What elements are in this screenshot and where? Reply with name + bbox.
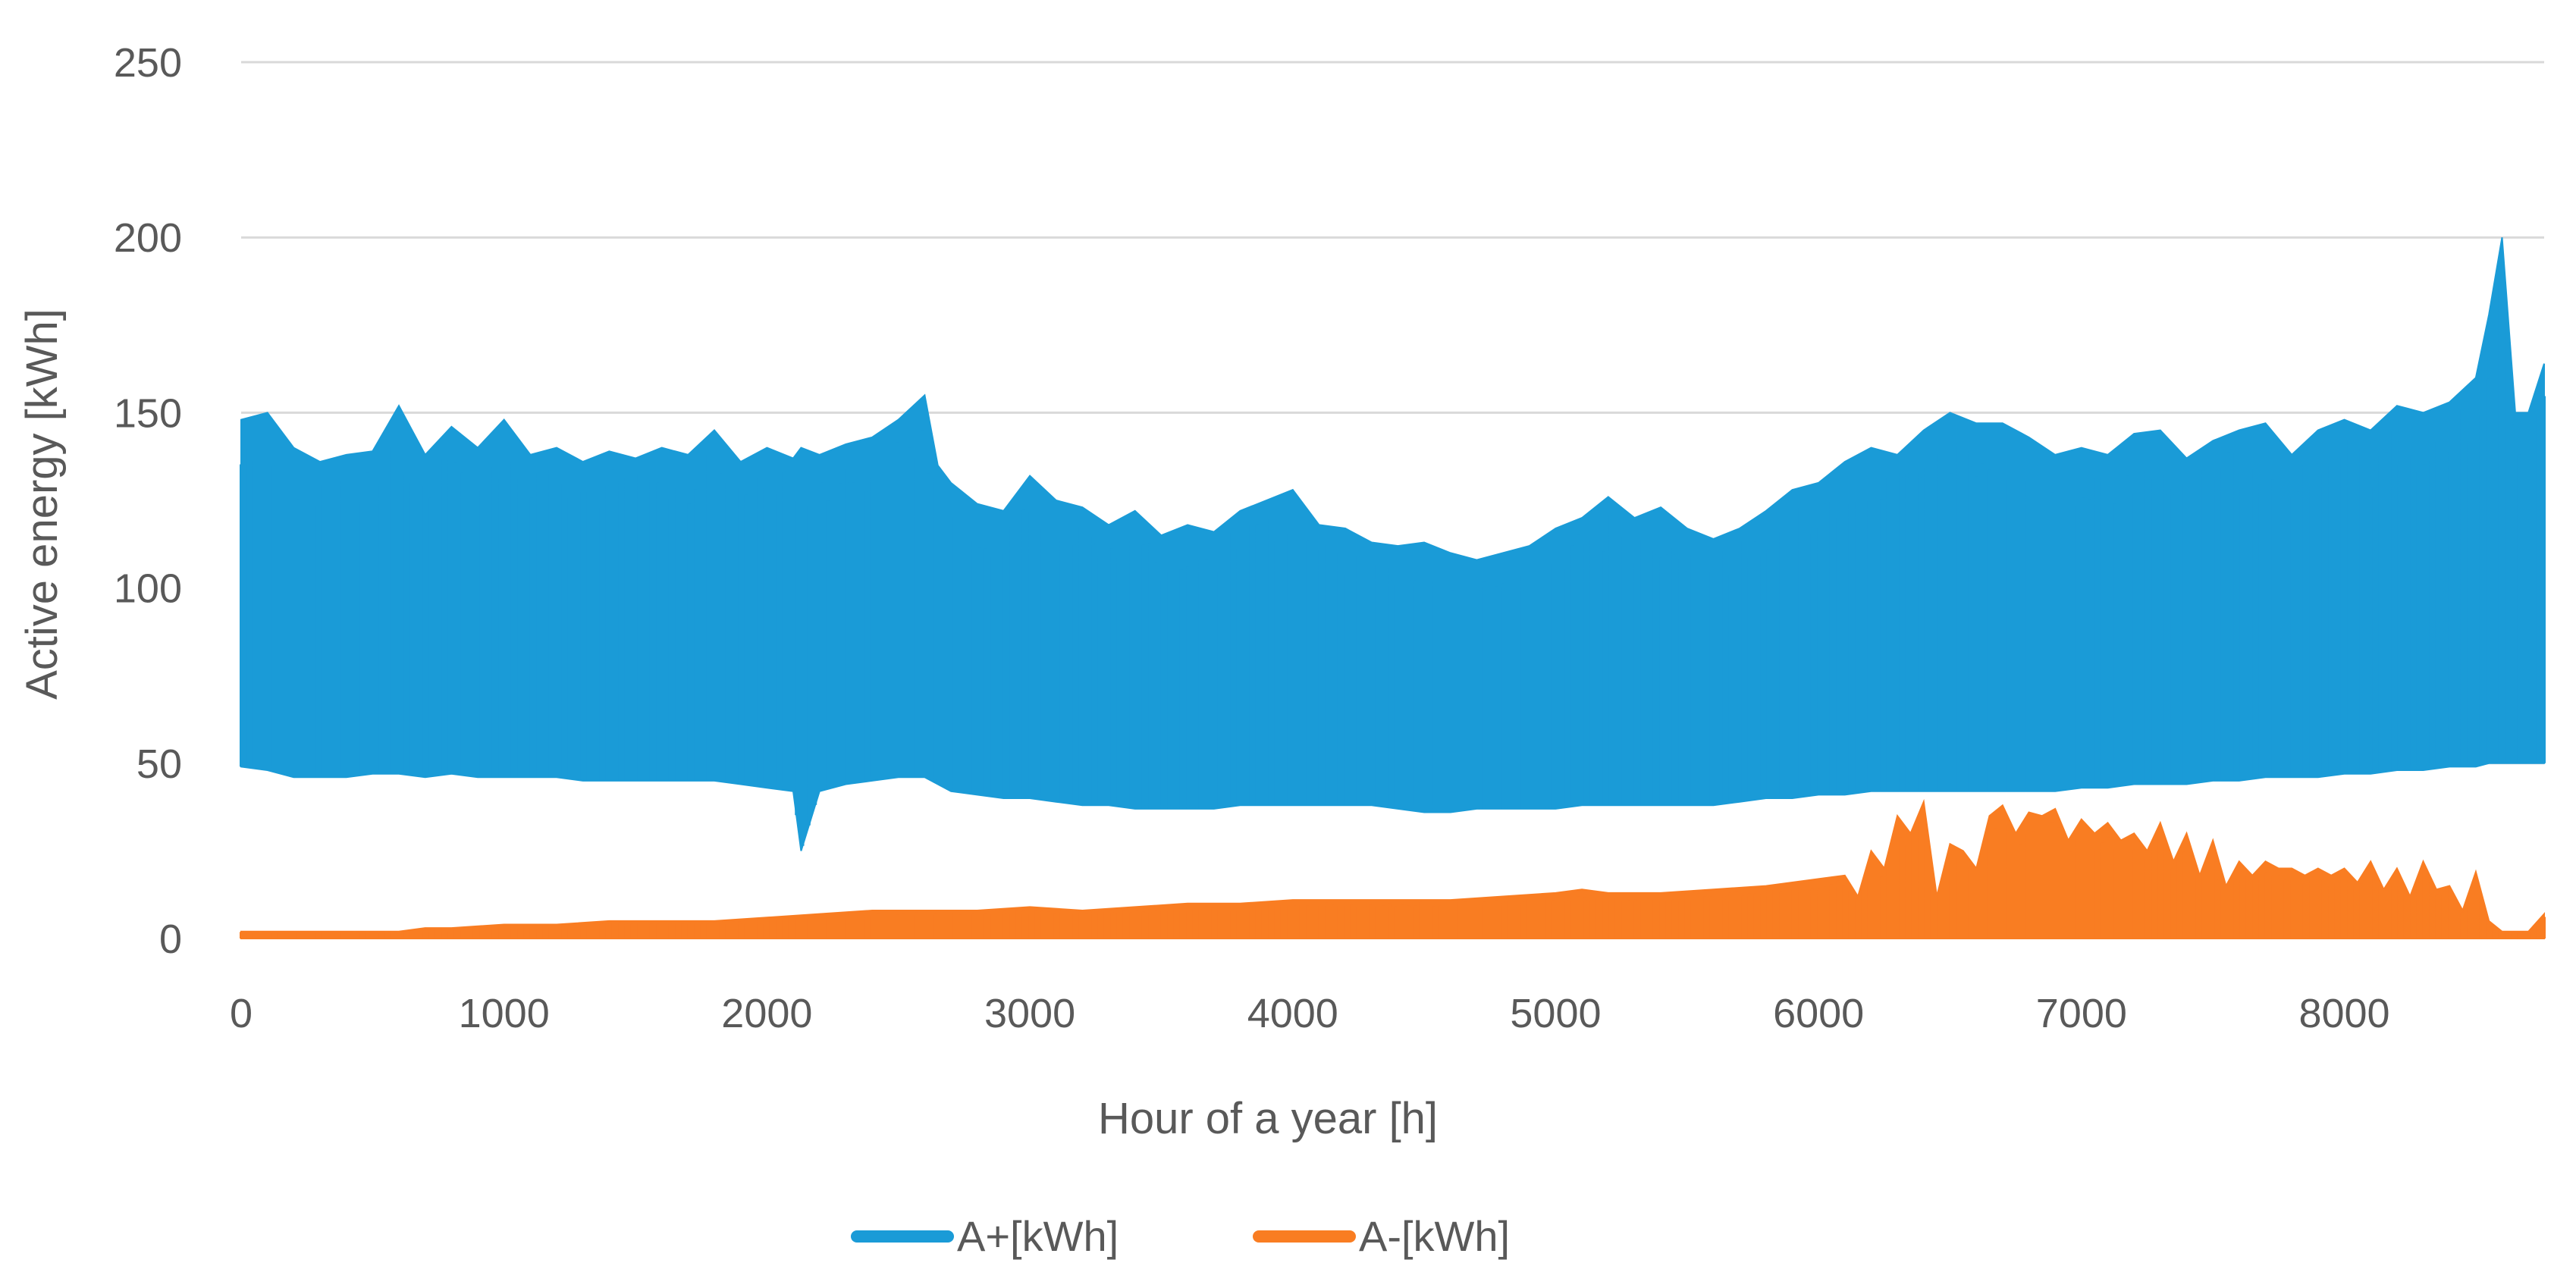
series-layer <box>240 237 2546 939</box>
series-band-a-minus <box>240 798 2545 939</box>
legend-label-a-plus: A+[kWh] <box>957 1212 1119 1260</box>
y-tick-label-100: 100 <box>114 566 182 612</box>
x-tick-label-4000: 4000 <box>1247 991 1338 1036</box>
series-texture-a-minus <box>240 822 2546 939</box>
legend: A+[kWh] A-[kWh] <box>851 1212 1510 1260</box>
x-axis-title: Hour of a year [h] <box>1098 1094 1438 1143</box>
legend-item-a-plus[interactable]: A+[kWh] <box>851 1212 1119 1260</box>
x-tick-label-0: 0 <box>230 991 253 1036</box>
y-tick-label-50: 50 <box>136 741 182 787</box>
y-tick-label-200: 200 <box>114 215 182 261</box>
x-tick-label-3000: 3000 <box>984 991 1075 1036</box>
x-tick-label-8000: 8000 <box>2298 991 2389 1036</box>
x-tick-label-5000: 5000 <box>1510 991 1601 1036</box>
x-tick-label-1000: 1000 <box>459 991 550 1036</box>
series-a-plus <box>240 237 2546 851</box>
y-tick-label-150: 150 <box>114 390 182 436</box>
y-axis-ticks: 0 50 100 150 200 250 <box>114 40 182 962</box>
x-tick-label-6000: 6000 <box>1773 991 1864 1036</box>
series-texture-a-plus <box>240 284 2546 846</box>
legend-item-a-minus[interactable]: A-[kWh] <box>1253 1212 1510 1260</box>
x-axis-ticks: 0 1000 2000 3000 4000 5000 6000 7000 8000 <box>230 991 2390 1036</box>
x-tick-label-2000: 2000 <box>721 991 812 1036</box>
y-tick-label-250: 250 <box>114 40 182 86</box>
y-tick-label-0: 0 <box>159 917 182 962</box>
legend-label-a-minus: A-[kWh] <box>1359 1212 1510 1260</box>
series-band-a-plus <box>240 237 2545 851</box>
x-tick-label-7000: 7000 <box>2036 991 2127 1036</box>
series-a-minus <box>240 798 2546 939</box>
y-axis-title: Active energy [kWh] <box>17 309 67 700</box>
